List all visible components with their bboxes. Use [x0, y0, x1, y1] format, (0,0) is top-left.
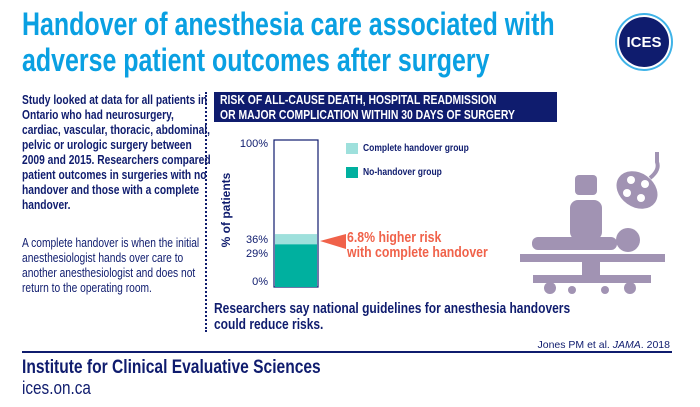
tick-label-0: 0% — [252, 276, 268, 288]
legend-swatch-no-handover — [346, 167, 358, 178]
page-title: Handover of anesthesia care associated w… — [22, 6, 700, 78]
legend-text-no-handover: No-handover group — [363, 167, 442, 178]
footer-rule — [22, 351, 672, 353]
study-description: Study looked at data for all patients in… — [22, 93, 212, 213]
title-line-2: adverse patient outcomes after surgery — [22, 42, 490, 78]
title-line-1: Handover of anesthesia care associated w… — [22, 6, 555, 42]
citation-authors: Jones PM et al. — [537, 339, 613, 351]
chart-title-line-1: RISK OF ALL-CAUSE DEATH, HOSPITAL READMI… — [220, 92, 497, 107]
citation-year: . 2018 — [640, 339, 670, 351]
callout-arrow — [320, 234, 346, 249]
website-link[interactable]: ices.on.ca — [22, 378, 103, 399]
surgery-operating-room-icon — [520, 152, 665, 294]
conclusion-line-1: Researchers say national guidelines for … — [214, 300, 571, 317]
chart-title-line-2: OR MAJOR COMPLICATION WITHIN 30 DAYS OF … — [220, 106, 515, 122]
conclusion: Researchers say national guidelines for … — [214, 301, 659, 333]
conclusion-line-2: could reduce risks. — [214, 316, 324, 333]
annotation-line-1: 6.8% higher risk — [347, 229, 442, 246]
tick-label-36: 36% — [245, 234, 268, 246]
ices-logo: ICES — [619, 17, 669, 67]
chart-title: RISK OF ALL-CAUSE DEATH, HOSPITAL READMI… — [214, 92, 557, 122]
website-link-text[interactable]: ices.on.ca — [22, 378, 91, 398]
legend-text-complete: Complete handover group — [363, 143, 469, 154]
organization-name: Institute for Clinical Evaluative Scienc… — [22, 357, 386, 379]
handover-definition-text: A complete handover is when the initial … — [22, 236, 200, 295]
citation: Jones PM et al. JAMA. 2018 — [470, 339, 670, 351]
annotation-line-2: with complete handover — [347, 244, 488, 261]
legend-label-complete: Complete handover group — [363, 143, 487, 154]
dotted-divider — [205, 92, 207, 332]
risk-annotation: 6.8% higher risk with complete handover — [347, 230, 519, 260]
tick-label-29: 29% — [245, 248, 268, 260]
legend-label-no-handover: No-handover group — [363, 167, 456, 178]
citation-journal: JAMA — [612, 339, 641, 351]
study-description-text: Study looked at data for all patients in… — [22, 93, 211, 212]
bar-no-handover — [275, 244, 317, 287]
tick-label-100: 100% — [239, 138, 268, 150]
organization-name-text: Institute for Clinical Evaluative Scienc… — [22, 357, 321, 378]
legend-swatch-complete — [346, 143, 358, 154]
handover-definition: A complete handover is when the initial … — [22, 236, 212, 296]
